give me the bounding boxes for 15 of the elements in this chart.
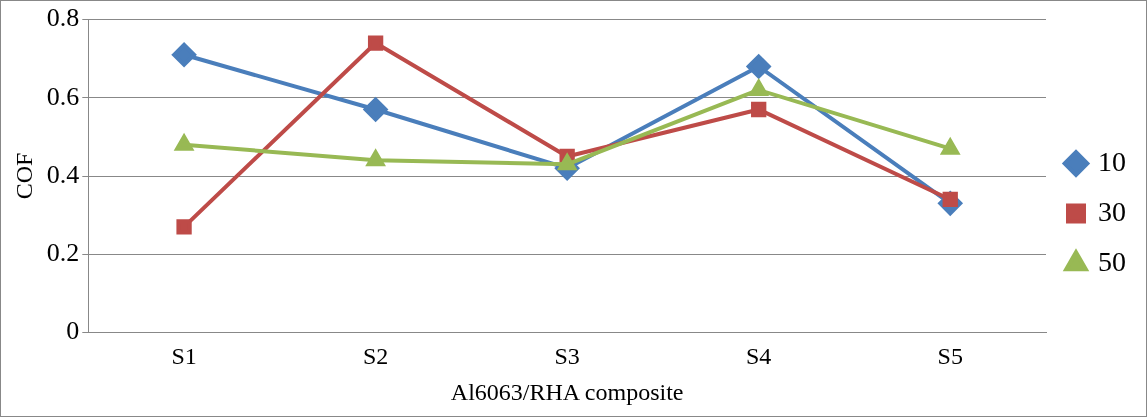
y-axis-title: COF bbox=[10, 152, 37, 200]
x-tick-label: S5 bbox=[937, 343, 963, 370]
legend-label: 10 bbox=[1098, 145, 1126, 177]
legend-label: 30 bbox=[1098, 195, 1126, 227]
x-tick-label: S1 bbox=[171, 343, 197, 370]
x-tick-label: S3 bbox=[554, 343, 580, 370]
y-tick-label: 0.2 bbox=[46, 238, 80, 268]
y-tick-label: 0.4 bbox=[46, 159, 80, 189]
x-axis-title: Al6063/RHA composite bbox=[450, 378, 684, 405]
legend-label: 50 bbox=[1098, 245, 1126, 277]
x-tick-label: S2 bbox=[362, 343, 389, 370]
y-tick-label: 0 bbox=[66, 316, 80, 346]
y-tick-label: 0.6 bbox=[46, 81, 80, 111]
y-tick-label: 0.8 bbox=[46, 3, 80, 33]
x-tick-label: S4 bbox=[746, 343, 772, 370]
